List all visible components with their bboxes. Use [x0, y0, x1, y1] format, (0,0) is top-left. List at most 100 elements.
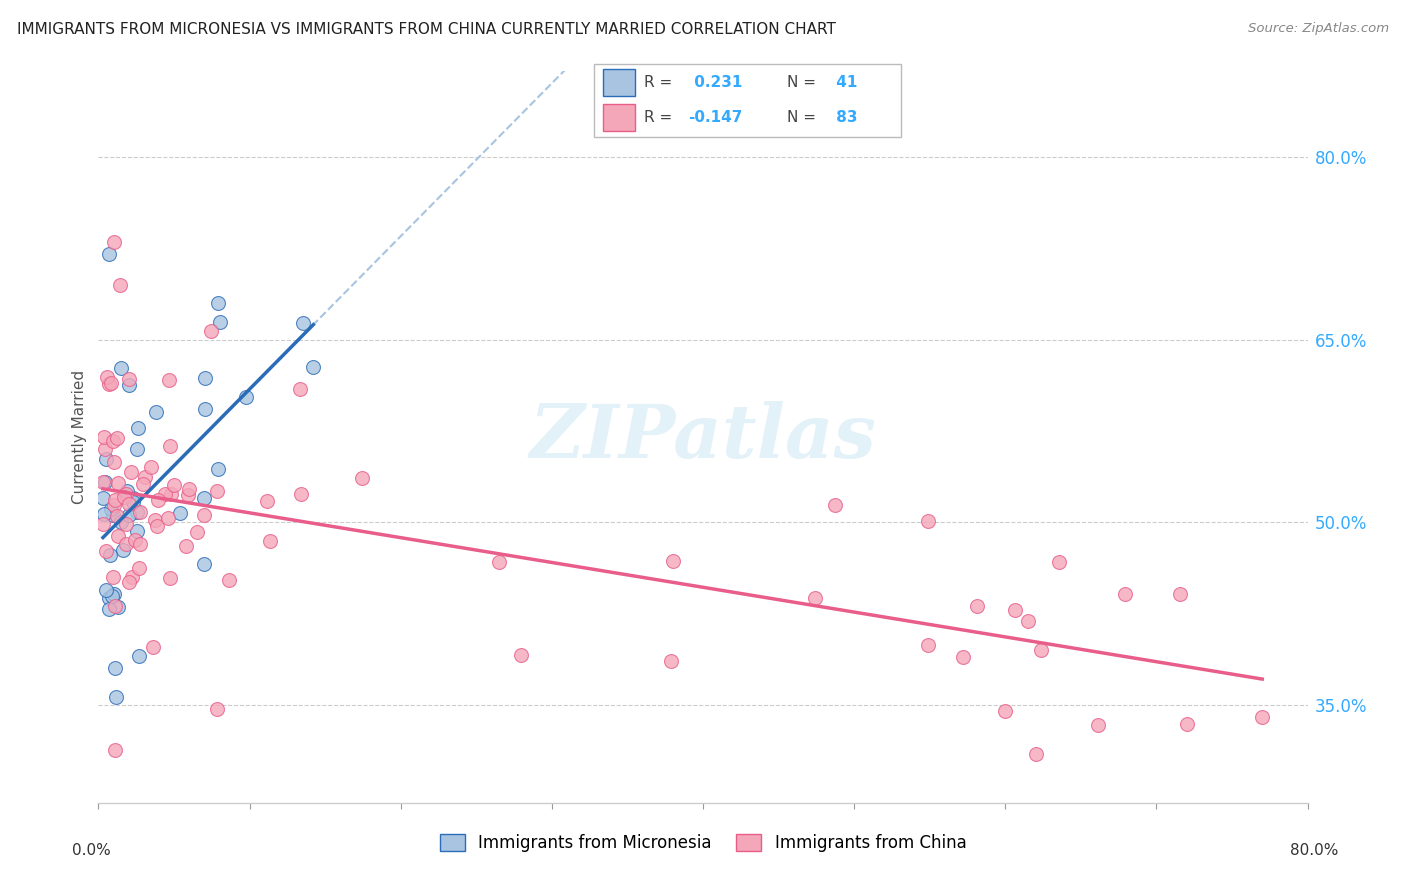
Point [105, 508, 128, 523]
Text: N =: N = [787, 75, 815, 90]
Point [118, 575, 141, 590]
Text: Source: ZipAtlas.com: Source: ZipAtlas.com [1249, 22, 1389, 36]
Point [104, 743, 127, 757]
Point [1017, 614, 1039, 628]
Point [97, 377, 120, 392]
Point [98, 247, 121, 261]
Point [139, 460, 162, 475]
FancyBboxPatch shape [593, 64, 901, 136]
Point [128, 537, 150, 551]
Point [122, 491, 145, 505]
Point [104, 690, 127, 704]
Point [115, 484, 138, 499]
Point [120, 465, 142, 479]
Point [115, 537, 138, 551]
Text: 80.0%: 80.0% [1291, 843, 1339, 858]
Point [1251, 710, 1274, 724]
Point [91, 475, 114, 489]
Point [352, 471, 374, 485]
Point [125, 524, 148, 538]
Point [93, 430, 115, 444]
Point [218, 574, 240, 588]
Point [127, 442, 149, 457]
Point [207, 702, 229, 716]
Point [966, 599, 988, 613]
Point [110, 515, 132, 529]
Point [157, 510, 180, 524]
Point [101, 570, 124, 584]
Point [207, 483, 229, 498]
Point [1031, 642, 1053, 657]
Point [256, 494, 278, 508]
Point [98, 548, 121, 562]
Bar [603, 104, 636, 130]
Text: ZIPatlas: ZIPatlas [530, 401, 876, 474]
Point [194, 402, 217, 417]
Point [290, 382, 312, 396]
Point [177, 482, 200, 496]
Text: 0.0%: 0.0% [72, 843, 111, 858]
Point [302, 359, 325, 374]
Point [94, 544, 117, 558]
Point [193, 508, 215, 522]
Point [118, 377, 141, 392]
Point [107, 529, 129, 543]
Point [114, 486, 136, 500]
Point [97, 591, 120, 605]
Point [207, 461, 229, 475]
Point [186, 524, 208, 539]
Point [122, 495, 145, 509]
Point [145, 405, 167, 419]
Point [1024, 747, 1046, 761]
Text: R =: R = [644, 75, 672, 90]
Point [103, 235, 125, 249]
Point [153, 487, 176, 501]
Text: R =: R = [644, 110, 672, 125]
Point [91, 491, 114, 505]
Point [96, 370, 118, 384]
Point [994, 705, 1017, 719]
Text: -0.147: -0.147 [689, 110, 742, 125]
Point [659, 654, 682, 668]
Point [169, 506, 191, 520]
Point [128, 648, 150, 663]
Point [146, 492, 169, 507]
Point [200, 324, 222, 338]
Point [101, 589, 124, 603]
Point [1047, 555, 1070, 569]
Point [1004, 602, 1026, 616]
Text: 41: 41 [831, 75, 858, 90]
Point [107, 600, 129, 615]
Legend: Immigrants from Micronesia, Immigrants from China: Immigrants from Micronesia, Immigrants f… [432, 825, 974, 860]
Point [128, 561, 150, 575]
Point [132, 477, 155, 491]
Point [134, 470, 156, 484]
Point [157, 373, 180, 387]
Point [93, 442, 115, 456]
Point [824, 498, 846, 512]
Point [193, 558, 215, 572]
Point [93, 507, 115, 521]
Point [146, 519, 169, 533]
Point [143, 513, 166, 527]
Point [124, 533, 146, 547]
Point [176, 488, 198, 502]
Point [96, 583, 118, 598]
Point [104, 492, 127, 507]
Point [1175, 716, 1198, 731]
Point [163, 478, 186, 492]
Point [129, 505, 152, 519]
Point [917, 514, 939, 528]
Point [174, 539, 197, 553]
Text: 0.231: 0.231 [689, 75, 742, 90]
Point [108, 277, 131, 292]
Point [127, 421, 149, 435]
Point [127, 505, 149, 519]
Point [100, 502, 122, 516]
Point [118, 498, 141, 512]
Point [101, 434, 124, 448]
Point [93, 475, 115, 489]
Point [115, 516, 138, 531]
Point [1087, 718, 1109, 732]
Point [103, 587, 125, 601]
